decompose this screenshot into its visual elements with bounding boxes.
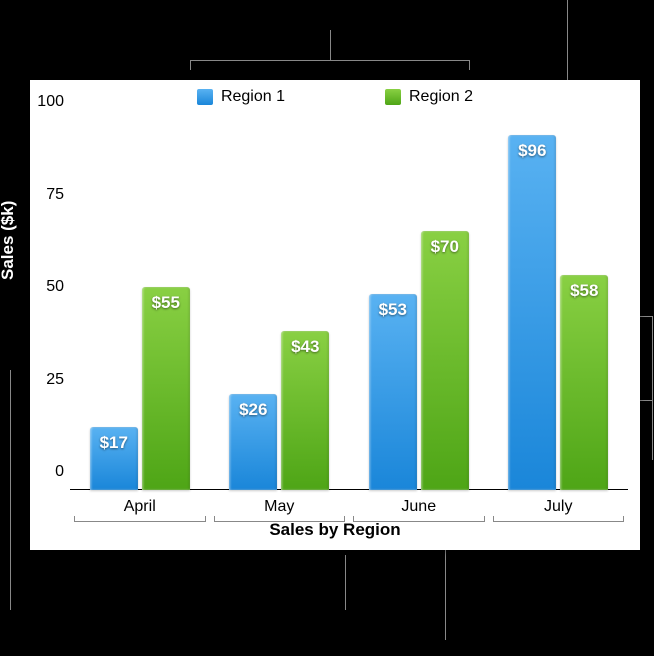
bar-region1-april: $17 xyxy=(90,427,138,490)
category-label: July xyxy=(489,498,629,516)
bar-region2-april: $55 xyxy=(142,287,190,491)
bar-region2-july: $58 xyxy=(560,275,608,490)
legend-callout-line xyxy=(330,30,331,60)
y-tick-label: 100 xyxy=(30,93,64,111)
xtitle-callout-line xyxy=(345,555,346,610)
bar-region2-may: $43 xyxy=(281,331,329,490)
bar-groups: $17$55April$26$43May$53$70June$96$58July xyxy=(70,120,628,490)
series-callout-top xyxy=(638,316,652,317)
legend-label-region2: Region 2 xyxy=(409,88,473,106)
y-tick-label: 0 xyxy=(30,463,64,481)
legend: Region 1 Region 2 xyxy=(30,88,640,106)
legend-callout-bracket xyxy=(190,60,470,70)
bar-region1-july: $96 xyxy=(508,135,556,490)
plot-area: $17$55April$26$43May$53$70June$96$58July… xyxy=(70,120,628,490)
category-label: May xyxy=(210,498,350,516)
y-axis-title: Sales ($k) xyxy=(0,201,18,280)
chart: Region 1 Region 2 $17 $55 April $26 $43 May $5… xyxy=(30,80,640,550)
y-tick-label: 25 xyxy=(30,371,64,389)
y-tick-label: 75 xyxy=(30,186,64,204)
legend-item-region2: Region 2 xyxy=(385,88,473,106)
category-label: April xyxy=(70,498,210,516)
bar-value-label: $53 xyxy=(369,300,417,320)
x-axis-title: Sales by Region xyxy=(30,520,640,540)
bar-region2-june: $70 xyxy=(421,231,469,490)
series-callout-bottom xyxy=(638,400,652,401)
y-tick-label: 50 xyxy=(30,278,64,296)
legend-label-region1: Region 1 xyxy=(221,88,285,106)
bar-value-label: $26 xyxy=(229,400,277,420)
legend-item-region1: Region 1 xyxy=(197,88,285,106)
bar-value-label: $96 xyxy=(508,141,556,161)
bar-region1-may: $26 xyxy=(229,394,277,490)
bar-value-label: $70 xyxy=(421,237,469,257)
bar-region1-june: $53 xyxy=(369,294,417,490)
category-june: $53$70June xyxy=(349,120,489,490)
yaxis-callout-line xyxy=(10,370,11,610)
category-april: $17$55April xyxy=(70,120,210,490)
bar-value-label: $55 xyxy=(142,293,190,313)
category-label: June xyxy=(349,498,489,516)
series-callout-join xyxy=(652,316,653,400)
category-july: $96$58July xyxy=(489,120,629,490)
legend-swatch-region1 xyxy=(197,89,213,105)
bar-value-label: $58 xyxy=(560,281,608,301)
series-callout-lead xyxy=(652,400,653,460)
category-may: $26$43May xyxy=(210,120,350,490)
bar-value-label: $43 xyxy=(281,337,329,357)
bar-value-label: $17 xyxy=(90,433,138,453)
legend-swatch-region2 xyxy=(385,89,401,105)
